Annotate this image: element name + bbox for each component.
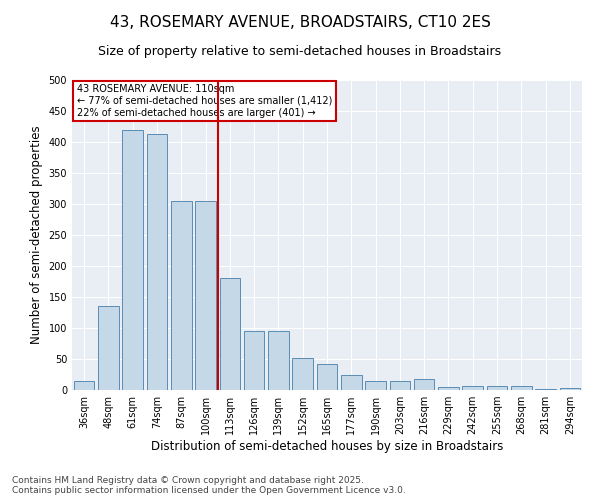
Bar [171,201,191,390]
Bar [389,380,410,390]
Bar [414,379,434,390]
Bar [487,386,508,390]
Bar [195,201,216,390]
Bar [341,374,362,390]
Bar [122,130,143,390]
Bar [244,331,265,390]
X-axis label: Distribution of semi-detached houses by size in Broadstairs: Distribution of semi-detached houses by … [151,440,503,453]
Bar [365,380,386,390]
Text: 43, ROSEMARY AVENUE, BROADSTAIRS, CT10 2ES: 43, ROSEMARY AVENUE, BROADSTAIRS, CT10 2… [110,15,490,30]
Bar [511,386,532,390]
Bar [220,278,240,390]
Text: Contains HM Land Registry data © Crown copyright and database right 2025.
Contai: Contains HM Land Registry data © Crown c… [12,476,406,495]
Bar [98,306,119,390]
Text: 43 ROSEMARY AVENUE: 110sqm
← 77% of semi-detached houses are smaller (1,412)
22%: 43 ROSEMARY AVENUE: 110sqm ← 77% of semi… [77,84,332,117]
Bar [268,331,289,390]
Bar [74,382,94,390]
Bar [292,358,313,390]
Bar [438,387,459,390]
Text: Size of property relative to semi-detached houses in Broadstairs: Size of property relative to semi-detach… [98,45,502,58]
Y-axis label: Number of semi-detached properties: Number of semi-detached properties [30,126,43,344]
Bar [146,134,167,390]
Bar [560,388,580,390]
Bar [463,386,483,390]
Bar [317,364,337,390]
Bar [535,389,556,390]
